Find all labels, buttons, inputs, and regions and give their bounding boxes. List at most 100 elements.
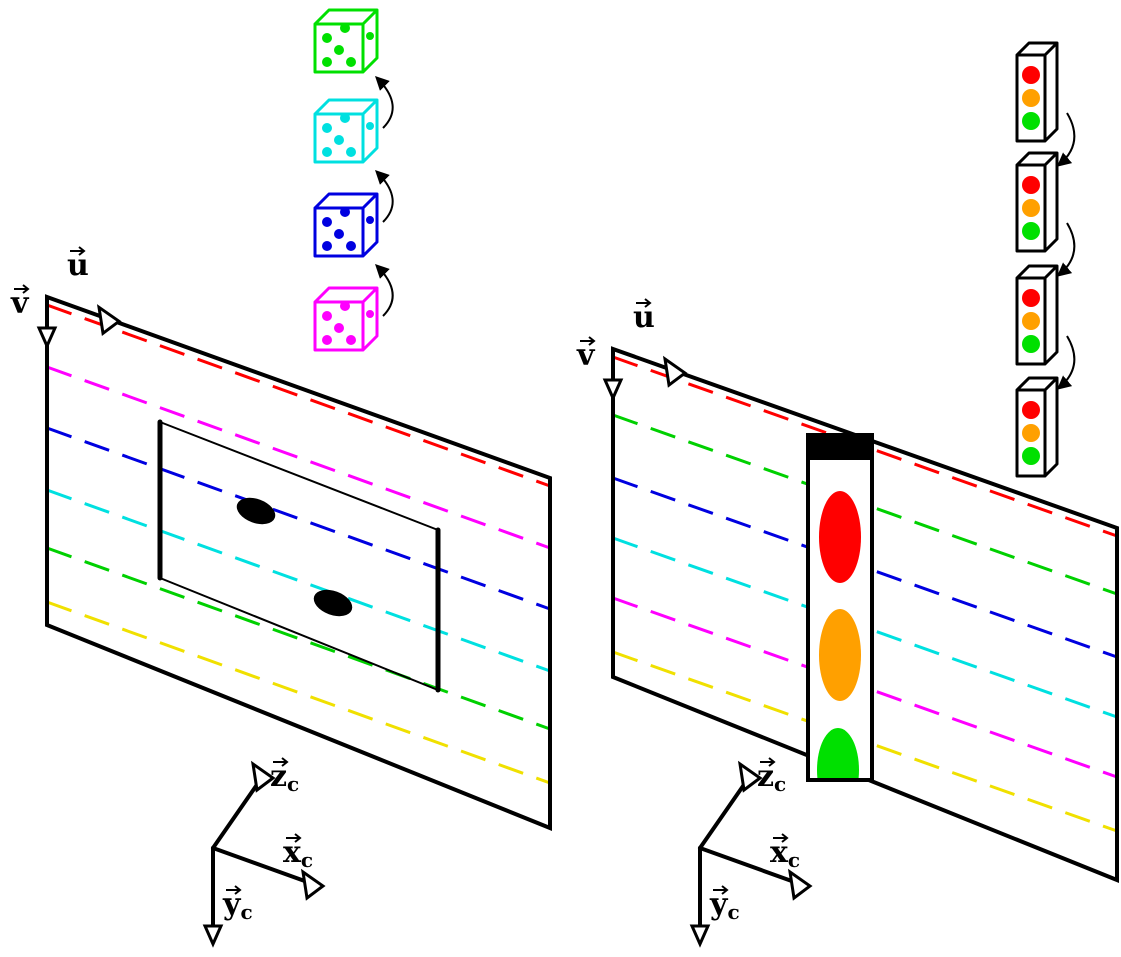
die-dot xyxy=(334,135,344,145)
die-dot xyxy=(322,57,332,67)
inner-frame xyxy=(159,420,439,692)
vector-label: u xyxy=(67,248,89,283)
scan-line xyxy=(612,650,1118,833)
scan-line xyxy=(612,536,1118,719)
transition-arrow xyxy=(375,76,394,129)
arrowhead xyxy=(689,924,711,948)
scan-line xyxy=(46,426,551,611)
scan-line xyxy=(46,600,551,785)
die-dot xyxy=(366,310,374,318)
vector-arrow xyxy=(273,757,289,767)
scan-line xyxy=(612,596,1118,779)
vector-letter: v xyxy=(576,338,596,373)
die-dot xyxy=(322,311,332,321)
lamp-orange xyxy=(819,609,861,701)
lamp-red xyxy=(819,491,861,583)
vector-label: xc xyxy=(770,835,800,872)
traffic-icon-lamp xyxy=(1022,112,1040,130)
arrowhead xyxy=(202,924,224,948)
scan-line xyxy=(612,476,1118,659)
axis-z xyxy=(211,774,265,850)
blob xyxy=(236,497,276,525)
image-plane xyxy=(611,346,1119,883)
vector-arrow xyxy=(760,757,776,767)
vector-label: xc xyxy=(283,835,313,872)
vector-arrow xyxy=(773,833,789,843)
vector-subscript: c xyxy=(240,900,252,924)
vector-arrow xyxy=(636,298,652,308)
die-dot xyxy=(346,57,356,67)
vector-letter: u xyxy=(67,248,89,283)
traffic-light-cap xyxy=(808,435,872,460)
scan-line xyxy=(612,413,1118,596)
traffic-icon-lamp xyxy=(1022,199,1040,217)
vector-arrow xyxy=(70,246,86,256)
vector-letter: y xyxy=(709,887,729,922)
arrowhead xyxy=(787,868,813,901)
vector-label: yc xyxy=(222,887,253,924)
vector-label: zc xyxy=(757,759,786,796)
axis-x xyxy=(211,846,315,886)
die-dot xyxy=(322,123,332,133)
transition-arrow xyxy=(375,170,394,223)
vector-subscript: c xyxy=(287,772,299,796)
die-dot xyxy=(322,147,332,157)
vector-letter: z xyxy=(757,759,774,794)
lamp-green xyxy=(817,728,859,778)
die-dot xyxy=(322,33,332,43)
arrowhead xyxy=(96,304,122,337)
transition-arrow xyxy=(375,264,394,317)
vector-subscript: c xyxy=(774,772,786,796)
die-dot xyxy=(334,45,344,55)
transition-arrow xyxy=(1056,112,1076,167)
scan-line xyxy=(612,355,1118,538)
die-dot xyxy=(346,147,356,157)
vector-letter: y xyxy=(222,887,242,922)
scan-line xyxy=(46,365,551,550)
vector-label: zc xyxy=(270,759,299,796)
arrowhead xyxy=(36,326,58,350)
axis-x xyxy=(698,846,802,886)
die xyxy=(313,98,379,164)
traffic-icon-lamp xyxy=(1022,176,1040,194)
traffic-icon-lamp xyxy=(1022,447,1040,465)
die-dot xyxy=(340,207,350,217)
vector-letter: z xyxy=(270,759,287,794)
arrowhead xyxy=(602,378,624,402)
scan-line xyxy=(46,303,551,488)
vector-arrow xyxy=(286,833,302,843)
die-dot xyxy=(340,113,350,123)
vector-label: v xyxy=(576,338,596,373)
traffic-icon-lamp xyxy=(1022,222,1040,240)
traffic-icon-lamp xyxy=(1022,289,1040,307)
transition-arrow xyxy=(1056,222,1076,277)
axis-z xyxy=(698,774,752,850)
arrowhead xyxy=(250,760,276,793)
die-dot xyxy=(322,241,332,251)
transition-arrow xyxy=(1056,335,1076,390)
vector-arrow xyxy=(580,336,596,346)
die-dot xyxy=(340,301,350,311)
die-dot xyxy=(322,217,332,227)
vector-label: v xyxy=(10,286,30,321)
traffic-icon-lamp xyxy=(1022,424,1040,442)
vector-letter: x xyxy=(770,835,789,870)
scan-line xyxy=(46,488,551,673)
arrowhead xyxy=(300,868,326,901)
arrowhead xyxy=(737,760,763,793)
die-dot xyxy=(366,216,374,224)
vector-letter: u xyxy=(633,300,655,335)
vector-arrow xyxy=(14,284,30,294)
vector-subscript: c xyxy=(727,900,739,924)
die xyxy=(313,8,379,74)
image-plane xyxy=(45,294,552,831)
vector-label: u xyxy=(633,300,655,335)
traffic-icon-lamp xyxy=(1022,401,1040,419)
traffic-icon-lamp xyxy=(1022,89,1040,107)
blob xyxy=(313,589,353,617)
die-dot xyxy=(340,23,350,33)
arrowhead xyxy=(662,355,688,388)
vector-arrow xyxy=(713,885,729,895)
traffic-icon-lamp xyxy=(1022,66,1040,84)
die-dot xyxy=(366,32,374,40)
